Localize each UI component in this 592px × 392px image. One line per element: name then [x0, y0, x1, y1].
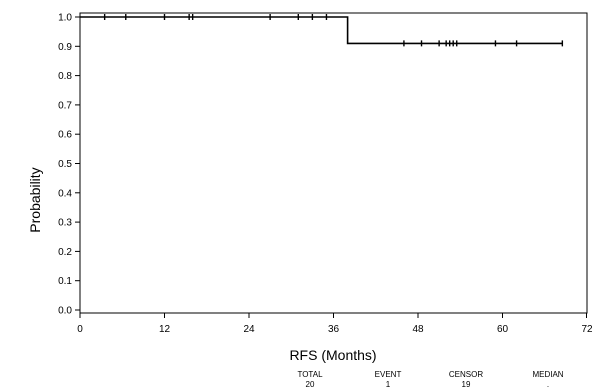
summary-header-total: TOTAL	[297, 370, 323, 379]
x-tick-label: 48	[412, 324, 424, 335]
x-tick-label: 72	[581, 324, 592, 335]
summary-value-censor: 19	[461, 380, 471, 389]
y-tick-label: 0.2	[58, 247, 72, 258]
x-axis-title: RFS (Months)	[289, 347, 376, 363]
x-tick-label: 12	[159, 324, 171, 335]
y-tick-label: 0.1	[58, 276, 72, 287]
summary-header-median: MEDIAN	[532, 370, 564, 379]
plot-frame	[79, 12, 588, 314]
y-tick-label: 0.6	[58, 130, 72, 141]
summary-header-event: EVENT	[374, 370, 402, 379]
x-tick-label: 24	[243, 324, 255, 335]
y-tick-label: 0.9	[58, 42, 72, 53]
y-tick-label: 0.7	[58, 100, 72, 111]
summary-value-event: 1	[385, 380, 391, 389]
summary-table: TOTAL EVENT CENSOR MEDIAN 20 1 19 .	[280, 370, 580, 392]
y-axis-title: Probability	[27, 167, 43, 232]
survival-line	[80, 16, 563, 45]
x-tick-label: 0	[77, 324, 83, 335]
y-tick-label: 0.3	[58, 218, 72, 229]
summary-value-total: 20	[305, 380, 315, 389]
x-tick-label: 36	[328, 324, 340, 335]
summary-value-median: .	[546, 380, 550, 389]
y-tick-label: 0.8	[58, 71, 72, 82]
y-axis: 0.0 0.1 0.2 0.3 0.4 0.5 0.6 0.7 0.8 0.9 1.0	[58, 13, 80, 317]
y-tick-label: 0.5	[58, 159, 72, 170]
y-tick-label: 1.0	[58, 13, 72, 24]
y-tick-label: 0.0	[58, 306, 72, 317]
survival-series	[80, 14, 564, 47]
x-tick-label: 60	[497, 324, 509, 335]
y-tick-label: 0.4	[58, 188, 72, 199]
x-axis: 0 12 24 36 48 60 72	[77, 313, 592, 335]
summary-header-censor: CENSOR	[448, 370, 484, 379]
